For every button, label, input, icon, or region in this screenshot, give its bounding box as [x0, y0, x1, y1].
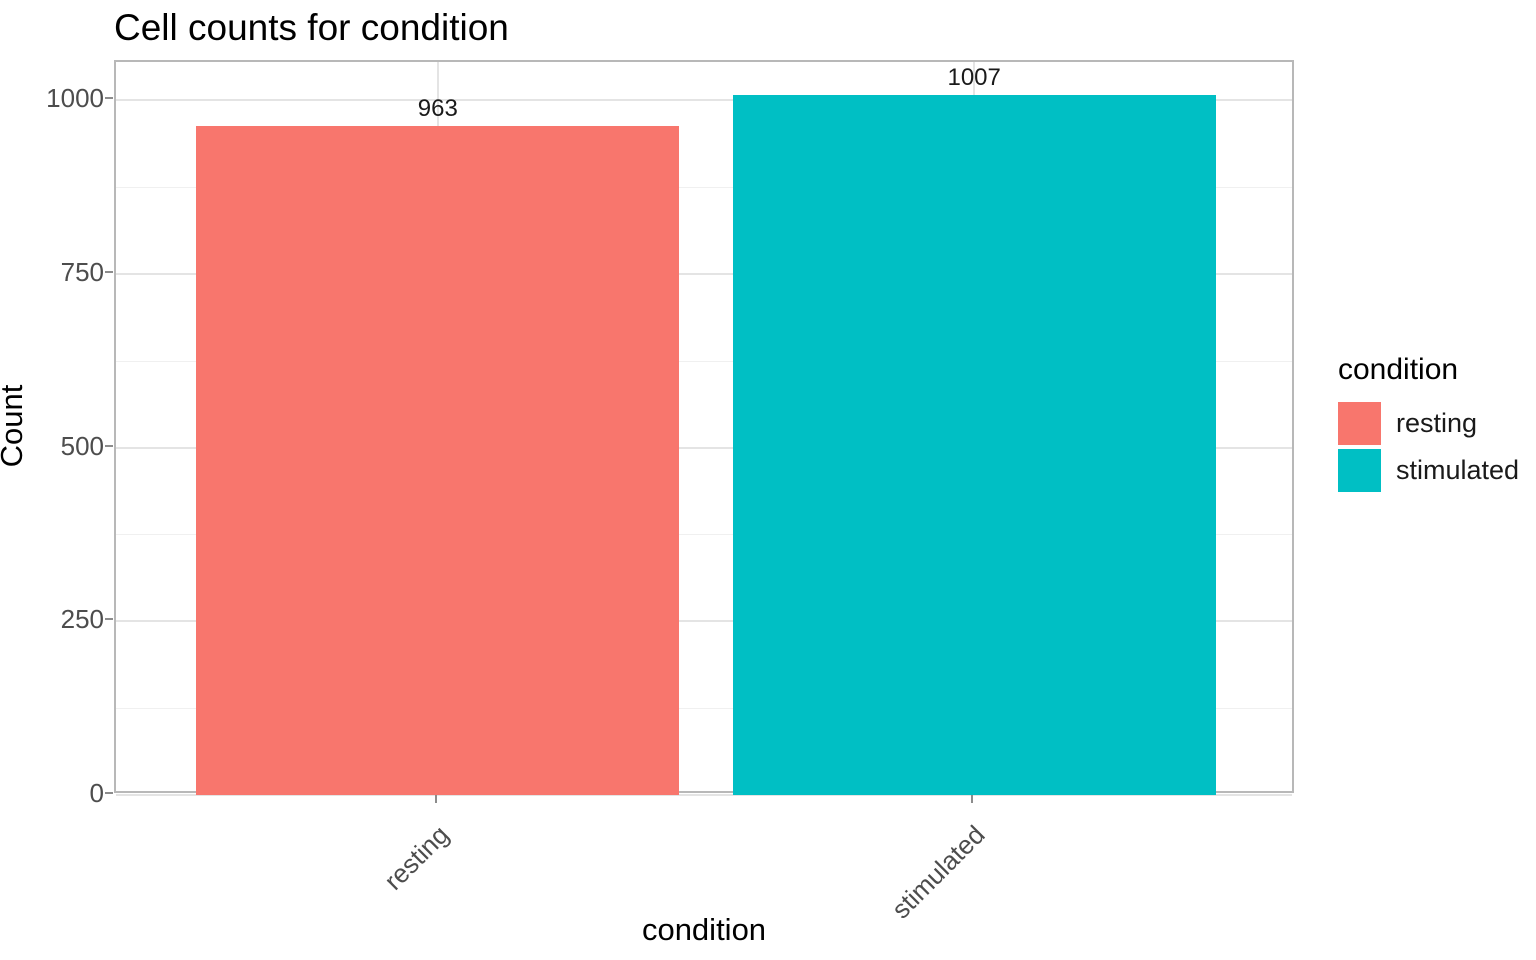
legend-item: resting: [1338, 402, 1519, 445]
legend: condition resting stimulated: [1338, 352, 1519, 496]
y-tick-label: 1000: [46, 83, 104, 114]
bar-resting: [196, 125, 680, 795]
gridline-major: [116, 794, 1292, 796]
gridline-major: [116, 620, 1292, 623]
y-tick-mark: [105, 97, 113, 100]
gridline-major: [116, 272, 1292, 275]
gridline-minor: [116, 187, 1292, 189]
x-tick-mark: [434, 795, 437, 803]
gridline-major: [116, 446, 1292, 449]
legend-item-label: stimulated: [1396, 455, 1520, 485]
x-tick-mark: [971, 795, 974, 803]
gridline-minor: [116, 534, 1292, 536]
legend-swatch-resting: [1338, 402, 1381, 445]
y-tick-mark: [105, 618, 113, 621]
gridline-minor: [116, 360, 1292, 362]
y-tick-label: 0: [89, 778, 104, 808]
y-tick-mark: [105, 792, 113, 794]
legend-title: condition: [1338, 353, 1459, 386]
y-tick-label: 250: [60, 604, 104, 635]
plot-panel: 963 1007: [114, 60, 1294, 796]
gridline-major: [116, 99, 1292, 102]
chart-title: Cell counts for condition: [114, 7, 509, 48]
y-tick-label: 750: [60, 256, 104, 287]
y-tick-label: 500: [60, 430, 104, 461]
gridline-minor: [116, 708, 1292, 710]
y-tick-mark: [105, 444, 113, 447]
legend-item-label: resting: [1396, 408, 1478, 438]
bar-value-label: 963: [417, 94, 458, 122]
legend-swatch-stimulated: [1338, 449, 1381, 492]
y-tick-mark: [105, 270, 113, 273]
bar-value-label: 1007: [947, 64, 1001, 92]
x-axis-label: condition: [641, 912, 767, 947]
bar-stimulated: [732, 95, 1216, 795]
legend-item: stimulated: [1338, 449, 1519, 492]
